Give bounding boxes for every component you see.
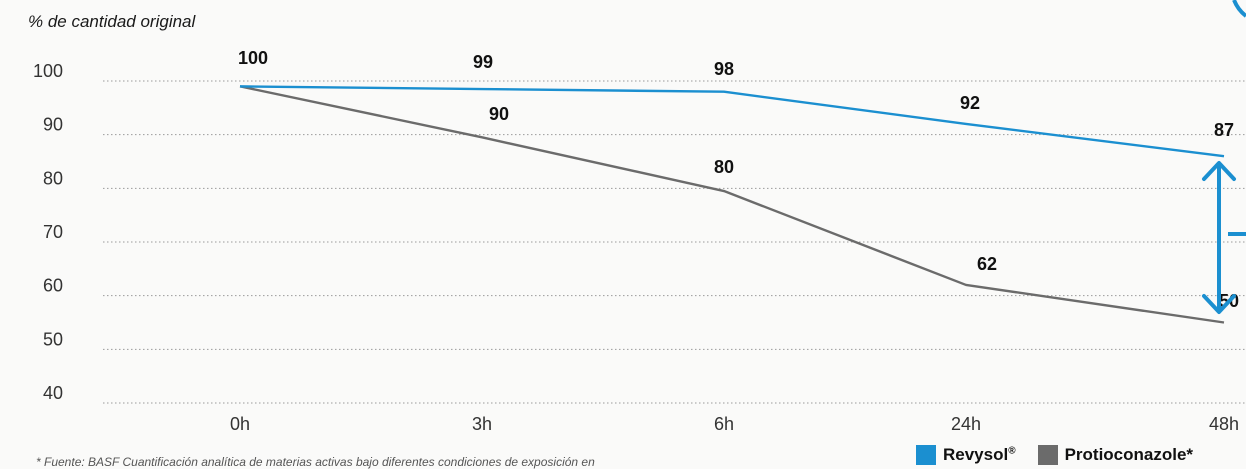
gridlines [103, 80, 1246, 404]
difference-bracket [1202, 161, 1246, 314]
line-chart: 100 90 80 70 60 50 40 0h 3h 6h 24h 48h 100 99 90 98 80… [33, 48, 1246, 434]
decorative-arc [1232, 0, 1246, 18]
bracket-arrowhead-down [1202, 294, 1236, 314]
y-tick-label: 90 [43, 115, 63, 135]
series-lines [239, 85, 1225, 324]
data-label: 99 [473, 52, 493, 72]
x-tick-label: 0h [230, 414, 250, 434]
series-line-protioconazole [239, 85, 1225, 324]
data-label: 80 [714, 157, 734, 177]
bracket-arrowhead-up [1202, 161, 1236, 181]
data-label: 92 [960, 93, 980, 113]
legend-swatch-revysol [916, 445, 936, 465]
y-axis-title: % de cantidad original [28, 12, 196, 31]
data-label: 62 [977, 254, 997, 274]
legend-label-revysol: Revysol® [943, 445, 1016, 464]
x-axis-ticks: 0h 3h 6h 24h 48h [230, 414, 1239, 434]
legend-item-protioconazole: Protioconazole* [1037, 445, 1194, 465]
x-tick-label: 48h [1209, 414, 1239, 434]
y-tick-label: 80 [43, 168, 63, 188]
y-tick-label: 60 [43, 276, 63, 296]
legend-swatch-protioconazole [1037, 445, 1058, 465]
legend-item-revysol: Revysol® [916, 445, 1016, 465]
data-label: 90 [489, 104, 509, 124]
x-tick-label: 6h [714, 414, 734, 434]
y-axis-ticks: 100 90 80 70 60 50 40 [33, 61, 63, 403]
legend: Revysol® Protioconazole* [916, 445, 1215, 465]
series-line-revysol [239, 85, 1225, 158]
x-tick-label: 3h [472, 414, 492, 434]
data-label: 98 [714, 59, 734, 79]
y-tick-label: 70 [43, 222, 63, 242]
legend-label-protioconazole: Protioconazole* [1064, 445, 1194, 464]
data-label: 87 [1214, 120, 1234, 140]
x-tick-label: 24h [951, 414, 981, 434]
y-tick-label: 40 [43, 383, 63, 403]
data-label: 100 [238, 48, 268, 68]
y-tick-label: 50 [43, 329, 63, 349]
y-tick-label: 100 [33, 61, 63, 81]
footnote: * Fuente: BASF Cuantificación analítica … [36, 455, 595, 469]
